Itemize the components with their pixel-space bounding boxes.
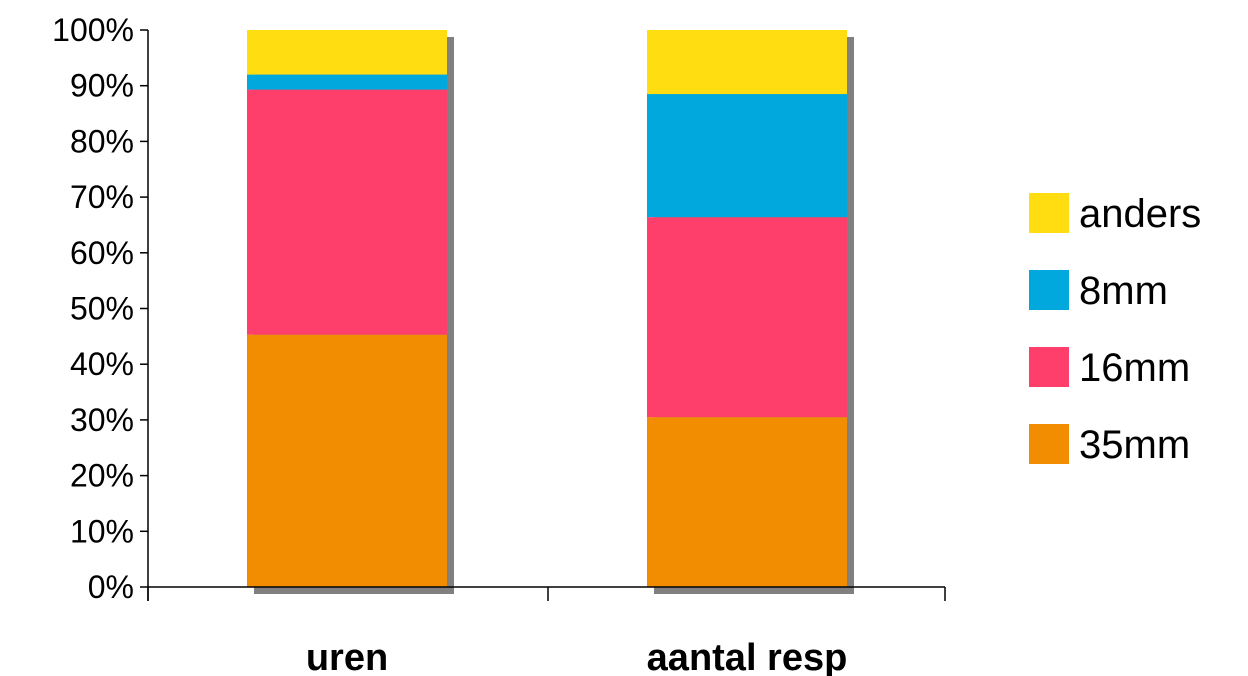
axes <box>140 29 946 601</box>
legend-label-35mm: 35mm <box>1079 423 1190 467</box>
bar-segment-uren-8mm <box>247 74 447 90</box>
legend-swatch-8mm <box>1029 270 1069 310</box>
x-category-label-aantal-resp: aantal resp <box>647 637 848 676</box>
bar-segment-aantal-resp-35mm <box>647 417 847 587</box>
y-tick-label: 60% <box>70 235 134 271</box>
y-tick-label: 70% <box>70 179 134 215</box>
y-tick-label: 30% <box>70 402 134 438</box>
bar-segment-uren-35mm <box>247 334 447 587</box>
bar-segment-aantal-resp-anders <box>647 30 847 95</box>
bar-segment-aantal-resp-16mm <box>647 217 847 418</box>
bar-segment-uren-anders <box>247 30 447 75</box>
y-tick-label: 40% <box>70 346 134 382</box>
legend-label-anders: anders <box>1079 192 1201 236</box>
legend-swatch-16mm <box>1029 347 1069 387</box>
y-axis-tick-labels: 0% 10% 20% 30% 40% 50% 60% 70% 80% 90% 100% <box>52 12 134 605</box>
bar-segment-aantal-resp-8mm <box>647 94 847 218</box>
legend-label-16mm: 16mm <box>1079 346 1190 390</box>
x-category-label-uren: uren <box>306 637 388 676</box>
y-tick-label: 0% <box>88 569 134 605</box>
x-axis-category-labels: uren aantal resp <box>306 637 848 676</box>
y-tick-label: 100% <box>52 12 134 48</box>
bar-segment-uren-16mm <box>247 89 447 335</box>
y-tick-label: 10% <box>70 513 134 549</box>
legend-swatch-35mm <box>1029 424 1069 464</box>
y-tick-label: 50% <box>70 291 134 327</box>
y-tick-label: 90% <box>70 68 134 104</box>
legend-swatch-anders <box>1029 193 1069 233</box>
legend: anders 8mm 16mm 35mm <box>1029 192 1201 467</box>
legend-label-8mm: 8mm <box>1079 269 1168 313</box>
y-tick-label: 20% <box>70 458 134 494</box>
y-tick-label: 80% <box>70 123 134 159</box>
bars <box>247 30 847 587</box>
